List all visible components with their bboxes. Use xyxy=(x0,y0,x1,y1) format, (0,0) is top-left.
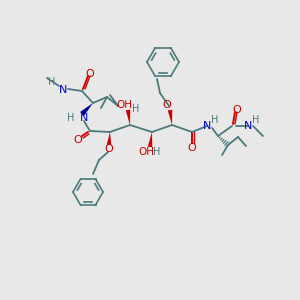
Text: O: O xyxy=(188,143,196,153)
Text: O: O xyxy=(74,135,82,145)
Text: H: H xyxy=(153,147,161,157)
Text: O: O xyxy=(105,144,113,154)
Polygon shape xyxy=(126,110,130,125)
Text: N: N xyxy=(80,113,88,123)
Text: OH: OH xyxy=(116,100,132,110)
Polygon shape xyxy=(148,132,152,147)
Text: OH: OH xyxy=(138,147,154,157)
Text: N: N xyxy=(203,121,211,131)
Polygon shape xyxy=(107,132,111,145)
Text: N: N xyxy=(59,85,67,95)
Polygon shape xyxy=(168,110,172,125)
Text: N: N xyxy=(244,121,252,131)
Text: O: O xyxy=(232,105,242,115)
Polygon shape xyxy=(80,103,93,116)
Text: H: H xyxy=(252,115,260,125)
Text: H: H xyxy=(211,115,219,125)
Text: O: O xyxy=(163,100,171,110)
Text: H: H xyxy=(132,104,140,114)
Text: H: H xyxy=(67,113,75,123)
Text: O: O xyxy=(85,69,94,79)
Text: H: H xyxy=(48,77,56,87)
